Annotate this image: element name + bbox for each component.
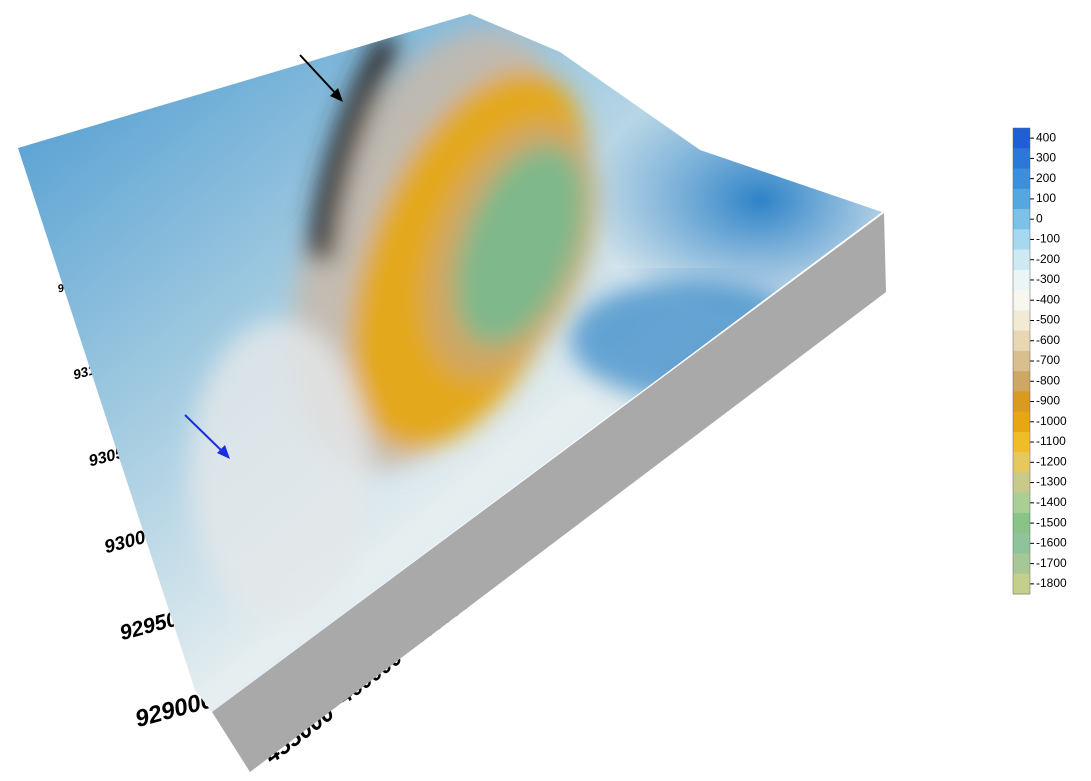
colorbar-label: 0 — [1036, 211, 1043, 225]
colorbar-swatch — [1013, 452, 1030, 473]
colorbar-swatch — [1013, 250, 1030, 271]
colorbar-label: -1100 — [1036, 434, 1066, 448]
colorbar-swatch — [1013, 169, 1030, 190]
colorbar-swatch — [1013, 310, 1030, 331]
colorbar-label: 200 — [1036, 171, 1056, 185]
colorbar-label: -200 — [1036, 252, 1060, 266]
colorbar-swatch — [1013, 148, 1030, 169]
colorbar-label: -1700 — [1036, 556, 1067, 570]
colorbar-swatch — [1013, 290, 1030, 311]
colorbar-label: -1600 — [1036, 536, 1067, 550]
colorbar-swatch — [1013, 189, 1030, 210]
colorbar-label: 300 — [1036, 151, 1056, 165]
colorbar-swatch — [1013, 493, 1030, 514]
colorbar-swatch — [1013, 270, 1030, 291]
chart: 929000929500930000930500931000931500 455… — [0, 0, 1091, 776]
colorbar-label: -300 — [1036, 272, 1060, 286]
colorbar-swatch — [1013, 128, 1030, 149]
colorbar-swatch — [1013, 412, 1030, 433]
colorbar-swatch — [1013, 229, 1030, 250]
colorbar-label: -800 — [1036, 373, 1060, 387]
colorbar-label: -1400 — [1036, 495, 1067, 509]
colorbar-swatch — [1013, 574, 1030, 595]
colorbar: 400 300 200 100 0 -100 -200 -300 -400 -500 -600 -70… — [1013, 128, 1067, 595]
colorbar-label: 100 — [1036, 191, 1056, 205]
colorbar-swatch — [1013, 432, 1030, 453]
colorbar-swatch — [1013, 533, 1030, 554]
colorbar-swatch — [1013, 513, 1030, 534]
colorbar-label: -1800 — [1036, 576, 1067, 590]
colorbar-swatch — [1013, 351, 1030, 372]
colorbar-swatch — [1013, 331, 1030, 352]
colorbar-label: -500 — [1036, 313, 1060, 327]
colorbar-label: -1300 — [1036, 475, 1067, 489]
colorbar-label: -900 — [1036, 394, 1060, 408]
colorbar-label: 400 — [1036, 130, 1056, 144]
colorbar-swatch — [1013, 472, 1030, 493]
colorbar-label: -1500 — [1036, 515, 1067, 529]
colorbar-label: -1200 — [1036, 454, 1067, 468]
colorbar-swatch — [1013, 371, 1030, 392]
colorbar-swatch — [1013, 391, 1030, 412]
colorbar-swatch — [1013, 209, 1030, 230]
colorbar-label: -100 — [1036, 232, 1060, 246]
colorbar-label: -700 — [1036, 353, 1060, 367]
colorbar-swatch — [1013, 553, 1030, 574]
colorbar-label: -1000 — [1036, 414, 1067, 428]
colorbar-label: -600 — [1036, 333, 1060, 347]
colorbar-label: -400 — [1036, 292, 1060, 306]
